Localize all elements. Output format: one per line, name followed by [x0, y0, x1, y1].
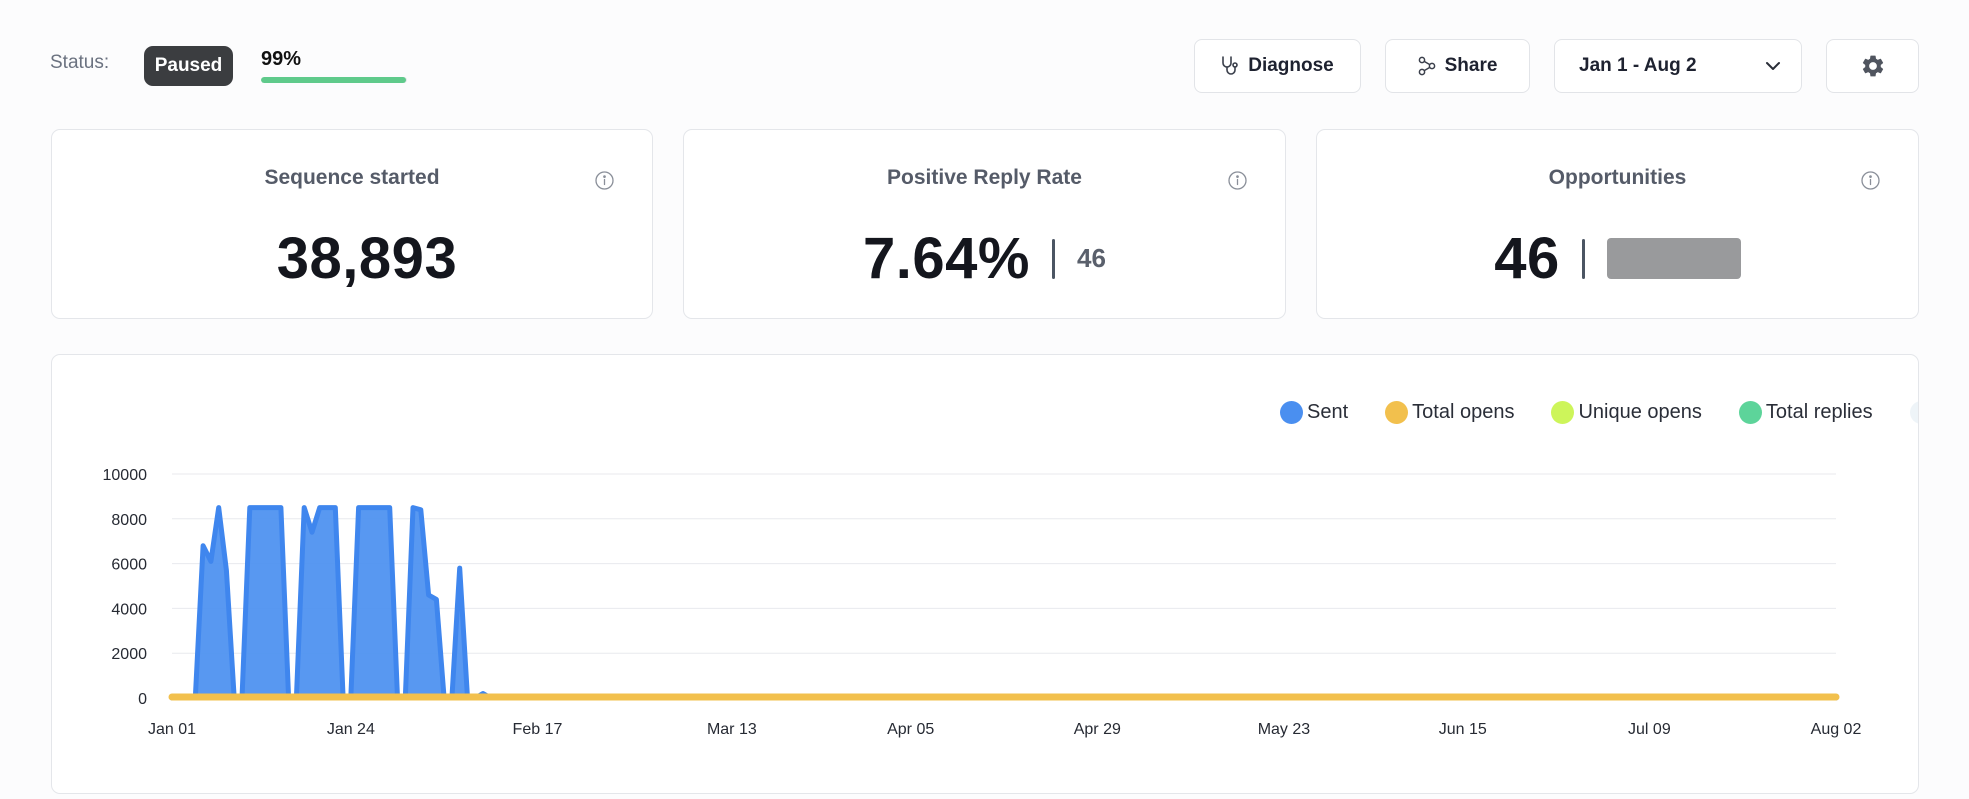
info-icon[interactable] — [1861, 171, 1880, 195]
redacted-value — [1606, 238, 1741, 279]
legend-dot — [1551, 401, 1575, 424]
card-title: Positive Reply Rate — [887, 166, 1082, 189]
legend-label: Total replies — [1765, 401, 1873, 423]
legend-item-unique-opens[interactable]: Unique opens — [1551, 401, 1702, 424]
legend-label: Total opens — [1412, 401, 1515, 423]
legend-dot — [1280, 401, 1303, 424]
x-tick-label: Jan 24 — [327, 721, 375, 738]
status-label: Status: — [50, 52, 110, 73]
status-badge: Paused — [144, 46, 233, 86]
x-tick-label: Feb 17 — [513, 721, 563, 738]
x-tick-label: Aug 02 — [1811, 721, 1862, 738]
info-icon[interactable] — [1228, 171, 1247, 195]
y-tick-label: 8000 — [111, 512, 147, 529]
progress-bar-fill — [261, 77, 406, 83]
card-title: Sequence started — [264, 166, 440, 189]
series-area-sent — [169, 505, 1839, 701]
card-secondary-value: 46 — [1077, 243, 1106, 273]
value-divider — [1052, 238, 1056, 279]
x-tick-label: Apr 29 — [1074, 721, 1121, 738]
diagnose-button[interactable]: Diagnose — [1194, 39, 1361, 93]
legend-item-sent[interactable]: Sent — [1280, 401, 1348, 424]
legend-item-total-opens[interactable]: Total opens — [1385, 401, 1514, 424]
legend-dot — [1385, 401, 1409, 424]
activity-chart-card: 0 2000 4000 6000 8000 10000 Jan 01 Jan 24 Feb 17… — [51, 354, 1919, 794]
card-title: Opportunities — [1548, 166, 1687, 189]
stethoscope-icon — [1221, 56, 1239, 76]
x-tick-label: Jul 09 — [1628, 721, 1671, 738]
card-value: 46 — [1494, 226, 1560, 291]
progress-percent: 99% — [261, 48, 302, 70]
legend-label: Unique opens — [1578, 401, 1702, 423]
legend-dot — [1909, 401, 1918, 424]
value-divider — [1581, 238, 1585, 279]
x-tick-label: Jun 15 — [1439, 721, 1487, 738]
sequence-started-card: Sequence started 38,893 — [51, 129, 653, 319]
card-value: 7.64% — [863, 226, 1031, 291]
legend-label: Sent — [1307, 401, 1349, 423]
date-range-select[interactable]: Jan 1 - Aug 2 — [1554, 39, 1802, 93]
legend-item-total-clic[interactable]: Total clic — [1909, 401, 1918, 424]
progress-bar — [261, 77, 407, 83]
positive-reply-rate-card: Positive Reply Rate 7.64% 46 — [683, 129, 1286, 319]
activity-chart: 0 2000 4000 6000 8000 10000 Jan 01 Jan 24 Feb 17… — [103, 467, 1862, 738]
y-tick-label: 10000 — [103, 467, 148, 484]
chart-legend: Sent Total opens Unique opens Total replies… — [1280, 401, 1918, 424]
info-icon[interactable] — [595, 171, 614, 195]
share-icon — [1418, 56, 1436, 76]
share-button[interactable]: Share — [1385, 39, 1530, 93]
y-tick-label: 2000 — [111, 646, 147, 663]
x-tick-label: May 23 — [1258, 721, 1311, 738]
toolbar: Status: Paused 99% Diagnose Share Jan 1 … — [0, 0, 1969, 120]
legend-item-total-replies[interactable]: Total replies — [1738, 401, 1873, 424]
chevron-down-icon — [1765, 61, 1781, 71]
x-tick-label: Mar 13 — [707, 721, 757, 738]
share-label: Share — [1444, 55, 1498, 76]
y-tick-label: 0 — [138, 691, 147, 708]
settings-button[interactable] — [1826, 39, 1919, 93]
diagnose-label: Diagnose — [1248, 55, 1334, 76]
date-range-value: Jan 1 - Aug 2 — [1579, 55, 1697, 76]
y-tick-label: 4000 — [111, 601, 147, 618]
x-tick-label: Apr 05 — [887, 721, 934, 738]
gear-icon — [1860, 53, 1886, 79]
card-value: 38,893 — [276, 226, 458, 291]
x-tick-label: Jan 01 — [148, 721, 196, 738]
legend-dot — [1738, 401, 1762, 424]
y-tick-label: 6000 — [111, 557, 147, 574]
opportunities-card: Opportunities 46 — [1316, 129, 1919, 319]
